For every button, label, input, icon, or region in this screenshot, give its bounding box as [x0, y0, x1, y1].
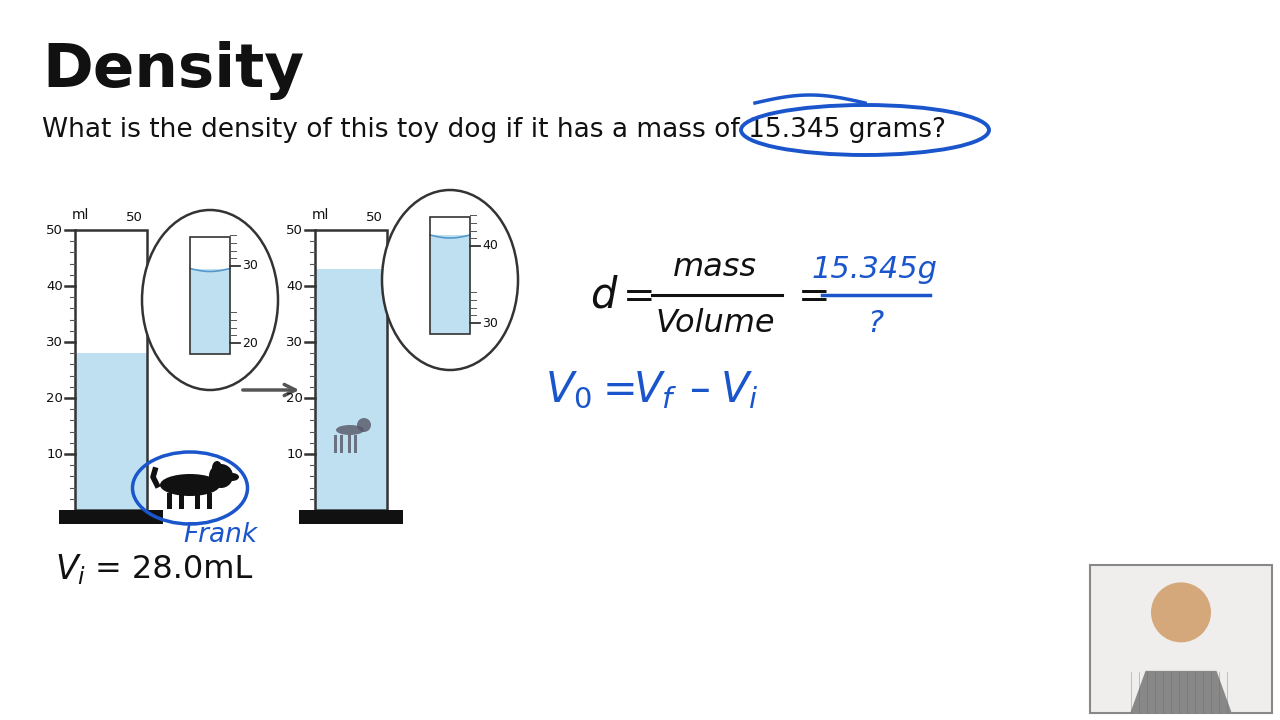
Text: 40: 40 [483, 240, 498, 253]
Ellipse shape [160, 474, 220, 496]
Text: 50: 50 [366, 211, 383, 224]
Bar [179, 493, 184, 509]
Bar [1091, 565, 1272, 713]
Bar [166, 493, 172, 509]
Text: =: = [603, 369, 637, 411]
Text: $d$: $d$ [590, 274, 618, 316]
Text: ?: ? [867, 308, 883, 338]
Bar [195, 493, 200, 509]
Bar [189, 269, 230, 354]
Text: 40: 40 [287, 279, 303, 292]
Bar [348, 435, 351, 453]
Text: $V_0$: $V_0$ [545, 369, 591, 411]
Bar [207, 493, 212, 509]
Ellipse shape [212, 461, 221, 475]
Text: ml: ml [72, 208, 90, 222]
Text: 10: 10 [46, 448, 63, 461]
Text: mass: mass [673, 251, 756, 282]
Bar [340, 435, 343, 453]
Text: 30: 30 [242, 259, 257, 272]
Text: Density: Density [42, 40, 305, 99]
Text: = 28.0mL: = 28.0mL [95, 554, 252, 585]
Text: =: = [623, 278, 655, 316]
Text: –: – [690, 369, 710, 411]
Text: 30: 30 [483, 317, 498, 330]
Text: 50: 50 [287, 223, 303, 236]
Circle shape [209, 464, 233, 488]
Ellipse shape [225, 473, 239, 481]
Bar [334, 435, 337, 453]
Text: ml: ml [312, 208, 329, 222]
Ellipse shape [381, 190, 518, 370]
Text: Volume: Volume [655, 307, 774, 338]
Text: 30: 30 [46, 336, 63, 348]
Text: 50: 50 [46, 223, 63, 236]
Text: Frank: Frank [183, 522, 257, 548]
Bar [76, 230, 147, 510]
Text: $V_f$: $V_f$ [634, 369, 677, 411]
Text: $V_i$: $V_i$ [55, 553, 86, 588]
Text: =: = [797, 278, 831, 316]
Text: What is the density of this toy dog if it has a mass of 15.345 grams?: What is the density of this toy dog if i… [42, 117, 946, 143]
Circle shape [1151, 582, 1211, 642]
Text: $V_i$: $V_i$ [719, 369, 759, 411]
Text: 10: 10 [287, 448, 303, 461]
Text: 20: 20 [242, 336, 257, 350]
Circle shape [357, 418, 371, 432]
Ellipse shape [335, 425, 364, 435]
Bar [300, 510, 403, 524]
Bar [430, 217, 470, 334]
Text: 20: 20 [46, 392, 63, 405]
Text: 50: 50 [127, 211, 143, 224]
Text: 20: 20 [287, 392, 303, 405]
Polygon shape [1132, 672, 1231, 713]
Text: 15.345g: 15.345g [812, 254, 938, 284]
Text: 40: 40 [46, 279, 63, 292]
Bar [76, 354, 147, 510]
Bar [59, 510, 163, 524]
Bar [430, 235, 470, 334]
Bar [315, 269, 387, 510]
Bar [355, 435, 357, 453]
Bar [189, 237, 230, 354]
Text: 30: 30 [287, 336, 303, 348]
Bar [315, 230, 387, 510]
Ellipse shape [142, 210, 278, 390]
